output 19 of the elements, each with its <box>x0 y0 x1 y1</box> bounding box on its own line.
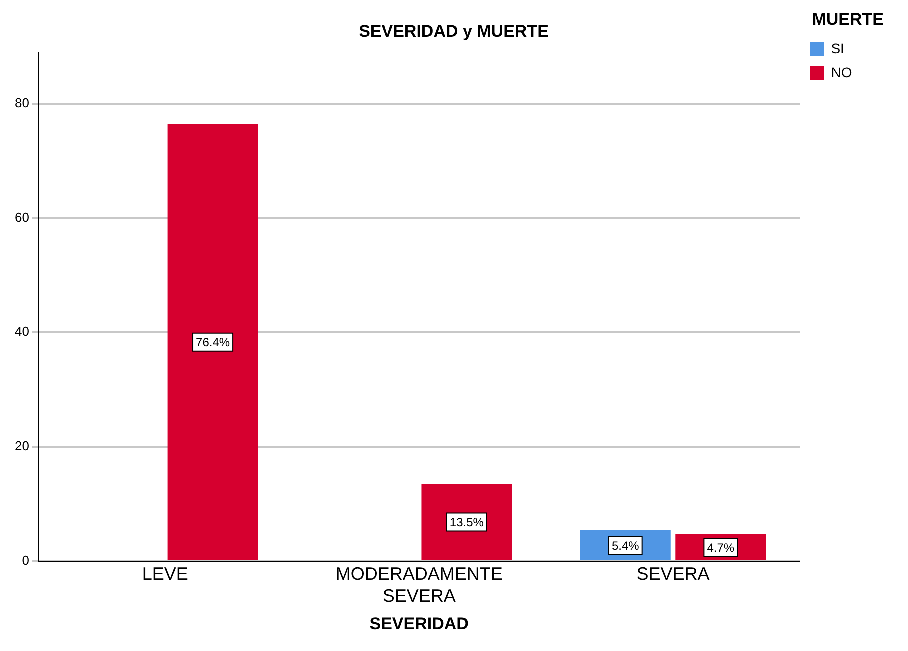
y-tick-label: 60 <box>14 210 30 225</box>
x-tick-label: SEVERA <box>636 564 710 584</box>
y-tick-label: 80 <box>14 95 30 110</box>
x-axis-title: SEVERIDAD <box>370 614 469 634</box>
legend-title: MUERTE <box>812 10 884 30</box>
data-label: 13.5% <box>450 516 484 530</box>
data-label: 4.7% <box>707 540 735 555</box>
y-tick-label: 20 <box>14 438 30 454</box>
bar <box>168 124 258 560</box>
data-label: 76.4% <box>196 336 230 350</box>
legend-label: NO <box>831 64 852 80</box>
y-tick-label: 0 <box>22 552 30 568</box>
x-tick-label: LEVE <box>142 564 188 584</box>
y-tick-label: 40 <box>14 324 30 340</box>
data-label: 5.4% <box>612 538 640 553</box>
chart-title: SEVERIDAD y MUERTE <box>359 22 549 41</box>
x-tick-label: MODERADAMENTE SEVERA <box>336 564 503 606</box>
legend-label: SI <box>831 40 844 56</box>
bar <box>422 484 512 560</box>
